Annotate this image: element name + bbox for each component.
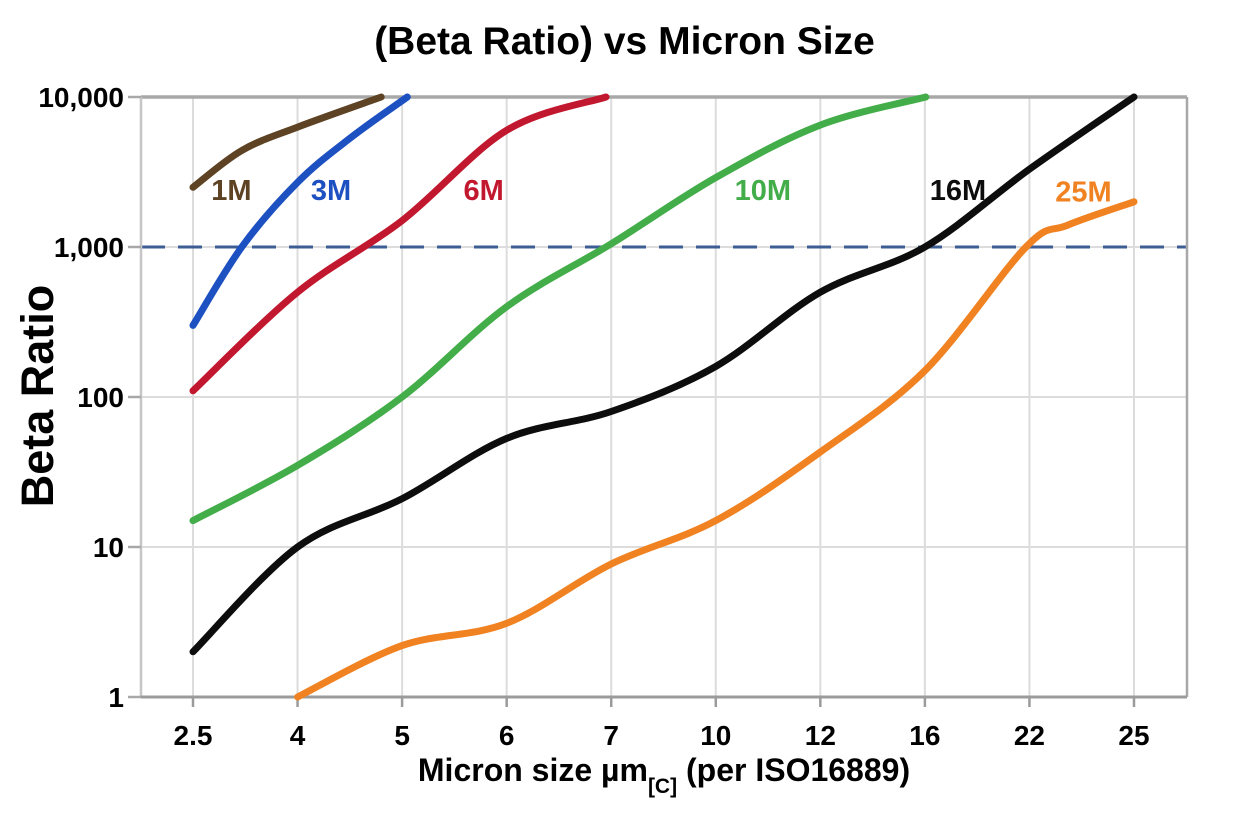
y-tick-label: 10,000	[38, 82, 124, 113]
x-tick-label: 25	[1118, 720, 1149, 751]
x-axis-title-tail: (per ISO16889)	[677, 752, 911, 788]
series-line-1M	[189, 93, 385, 191]
y-tick-label: 1,000	[54, 232, 124, 263]
y-tick-label: 1	[108, 682, 124, 713]
x-axis-title-subscript: [C]	[647, 775, 678, 798]
y-tick-label: 100	[77, 382, 124, 413]
y-tick-label: 10	[93, 532, 124, 563]
x-tick-label: 12	[805, 720, 836, 751]
series-label-6M: 6M	[464, 175, 504, 207]
x-tick-label: 5	[394, 720, 410, 751]
x-tick-label: 7	[603, 720, 619, 751]
series-line-6M	[189, 93, 610, 395]
x-axis-title: Micron size µm[C] (per ISO16889)	[141, 752, 1187, 798]
x-tick-label: 10	[700, 720, 731, 751]
x-tick-label: 4	[290, 720, 306, 751]
x-tick-label: 6	[499, 720, 515, 751]
x-tick-label: 2.5	[174, 720, 213, 751]
series-line-3M	[189, 93, 411, 329]
x-axis-title-main: Micron size µm	[417, 752, 648, 788]
series-label-3M: 3M	[311, 175, 351, 207]
chart-title: (Beta Ratio) vs Micron Size	[374, 20, 875, 63]
series-label-16M: 16M	[930, 175, 986, 207]
series-line-16M	[189, 93, 1138, 656]
x-tick-label: 16	[909, 720, 940, 751]
series-label-1M: 1M	[211, 175, 251, 207]
series-line-25M	[294, 198, 1138, 701]
series-line-10M	[189, 93, 930, 525]
x-tick-label: 22	[1014, 720, 1045, 751]
series-label-10M: 10M	[735, 175, 791, 207]
series-label-25M: 25M	[1055, 176, 1111, 208]
